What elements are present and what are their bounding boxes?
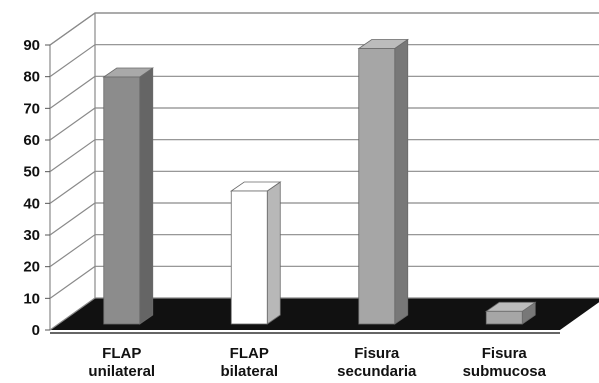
- bar: [484, 301, 537, 325]
- y-tick-label: 50: [23, 164, 40, 181]
- gridline: [49, 202, 599, 236]
- y-tick-label: 60: [23, 132, 40, 149]
- gridline: [49, 75, 599, 109]
- gridline: [49, 107, 599, 141]
- gridlines: [49, 12, 599, 331]
- bar: [102, 67, 155, 325]
- y-axis-ticks: 0 10 20 30 40 50 60 70 80 90: [23, 37, 50, 339]
- bar: [357, 38, 410, 325]
- bar-front: [485, 310, 523, 325]
- y-tick-label: 10: [23, 290, 40, 307]
- y-tick-label: 90: [23, 37, 40, 54]
- gridline: [49, 139, 599, 173]
- x-category-label: Fisura submucosa: [463, 345, 547, 380]
- chart-floor-plane: [50, 298, 599, 330]
- x-category-label: FLAP bilateral: [220, 345, 278, 380]
- y-tick-label: 40: [23, 195, 40, 212]
- gridline: [49, 12, 599, 46]
- x-category-label: FLAP unilateral: [88, 345, 155, 380]
- back-wall-top: [49, 12, 599, 46]
- y-tick-label: 0: [32, 322, 40, 339]
- chart-floor: [50, 298, 599, 334]
- gridline: [49, 44, 599, 78]
- bar-front: [230, 190, 268, 325]
- y-tick-label: 70: [23, 100, 40, 117]
- gridline: [49, 170, 599, 204]
- bar-side: [139, 67, 154, 325]
- gridline: [49, 297, 599, 331]
- x-axis-categories: FLAP unilateral FLAP bilateral Fisura secunda…: [88, 345, 546, 380]
- bar-side: [394, 38, 409, 325]
- bar: [229, 181, 282, 325]
- bar-front: [358, 48, 396, 325]
- y-tick-label: 20: [23, 259, 40, 276]
- bar-front: [103, 76, 141, 325]
- gridline: [49, 234, 599, 268]
- bars: [102, 38, 537, 325]
- bar-side: [266, 181, 281, 325]
- gridline: [49, 265, 599, 299]
- y-tick-label: 30: [23, 227, 40, 244]
- x-category-label: Fisura secundaria: [337, 345, 417, 380]
- y-tick-label: 80: [23, 69, 40, 86]
